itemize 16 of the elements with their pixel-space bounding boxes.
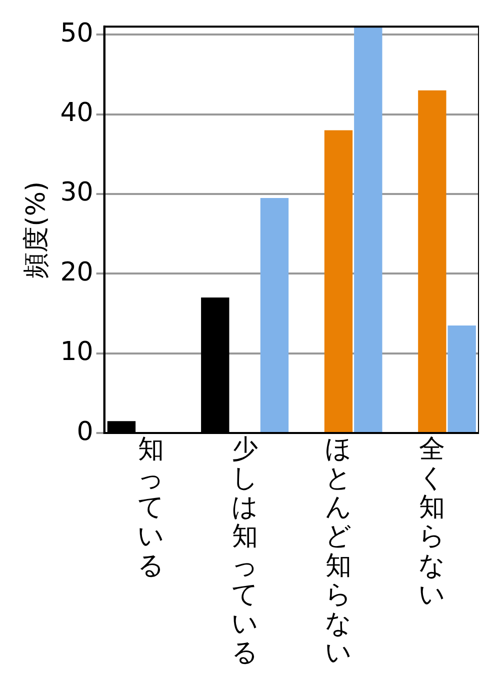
bar	[418, 90, 446, 432]
y-axis-title: 頻度(%)	[21, 181, 52, 278]
y-tick-label: 20	[60, 257, 94, 288]
x-tick-label: ほとんど知らない	[324, 434, 352, 668]
bar	[448, 325, 476, 432]
bar	[260, 198, 289, 432]
x-tick-label: 知っている	[138, 434, 165, 581]
x-tick-label: 少しは知っている	[231, 434, 258, 668]
bar	[324, 130, 353, 432]
y-tick-label: 40	[60, 98, 94, 128]
bar	[354, 26, 382, 432]
y-tick-label: 30	[60, 178, 94, 208]
x-tick-label: 全く知らない	[418, 434, 446, 610]
y-tick-label: 10	[60, 337, 94, 368]
y-tick-label: 50	[60, 18, 94, 48]
y-tick-label: 0	[76, 416, 94, 447]
